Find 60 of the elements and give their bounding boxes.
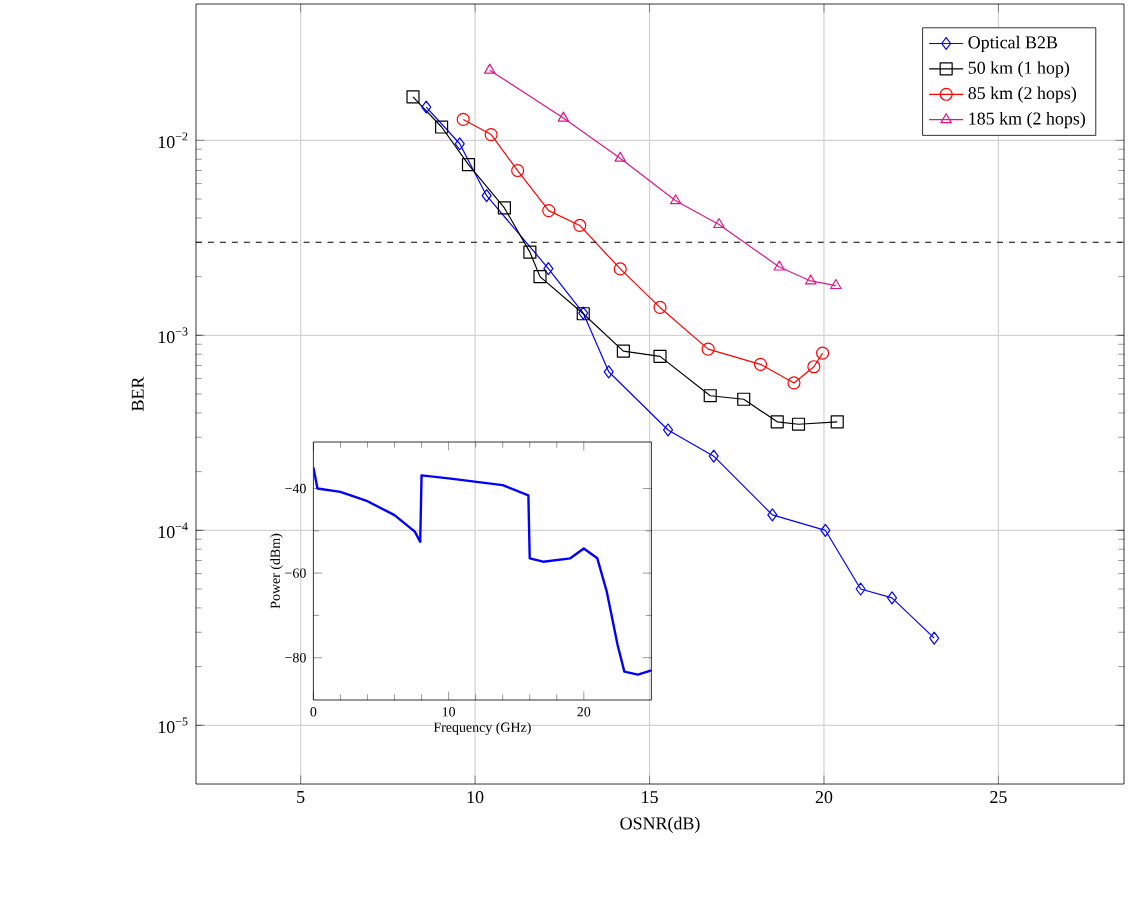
point — [737, 392, 751, 406]
point — [511, 163, 525, 178]
point — [603, 365, 614, 379]
point — [787, 376, 801, 390]
point — [804, 274, 817, 285]
point — [929, 631, 940, 645]
point — [708, 449, 719, 463]
point — [456, 112, 470, 126]
point — [454, 137, 465, 151]
point — [767, 508, 778, 522]
point — [653, 349, 667, 363]
y-tick-label: 10$^{−4}$ — [158, 522, 188, 539]
point — [791, 417, 806, 431]
point — [616, 344, 630, 358]
x-tick-label: 20 — [815, 791, 833, 804]
point — [669, 194, 682, 205]
point — [713, 217, 725, 229]
y-axis-title: BER — [131, 376, 144, 411]
point — [662, 423, 674, 437]
y-tick-label: 10$^{−3}$ — [158, 327, 188, 344]
point — [701, 342, 715, 356]
point — [557, 111, 570, 122]
point — [497, 201, 511, 215]
point — [421, 100, 432, 114]
point — [533, 270, 547, 284]
point — [542, 204, 556, 218]
point — [461, 158, 476, 172]
point — [573, 218, 587, 233]
point — [830, 415, 844, 429]
point — [703, 389, 717, 403]
point — [613, 262, 627, 276]
x-tick-label: 10 — [467, 791, 484, 804]
x-tick-label: 25 — [990, 791, 1007, 804]
point — [886, 591, 898, 605]
point — [807, 360, 821, 374]
point — [484, 128, 498, 142]
point — [816, 346, 830, 360]
point — [406, 90, 420, 104]
point — [830, 278, 842, 290]
point — [543, 261, 554, 276]
point — [653, 300, 667, 315]
point — [855, 582, 866, 596]
legend-label: Optical B2B — [968, 35, 1058, 53]
point — [523, 245, 537, 259]
point — [614, 151, 627, 162]
legend-label: 85 km (2 hops) — [968, 86, 1077, 103]
legend-label: 185 km (2 hops) — [969, 111, 1086, 129]
x-tick-label: 5 — [297, 791, 305, 803]
y-tick-label: 10$^{−2}$ — [158, 132, 188, 149]
point — [773, 260, 786, 271]
point — [753, 357, 768, 371]
x-tick-label: 15 — [642, 791, 658, 804]
y-tick-label: 10$^{−5}$ — [158, 717, 188, 734]
point — [483, 63, 496, 74]
legend-label: 50 km (1 hop) — [968, 61, 1070, 78]
x-axis-title: OSNR(dB) — [620, 816, 700, 834]
point — [435, 120, 449, 134]
point — [820, 523, 831, 537]
point — [770, 415, 784, 429]
point — [481, 189, 492, 203]
